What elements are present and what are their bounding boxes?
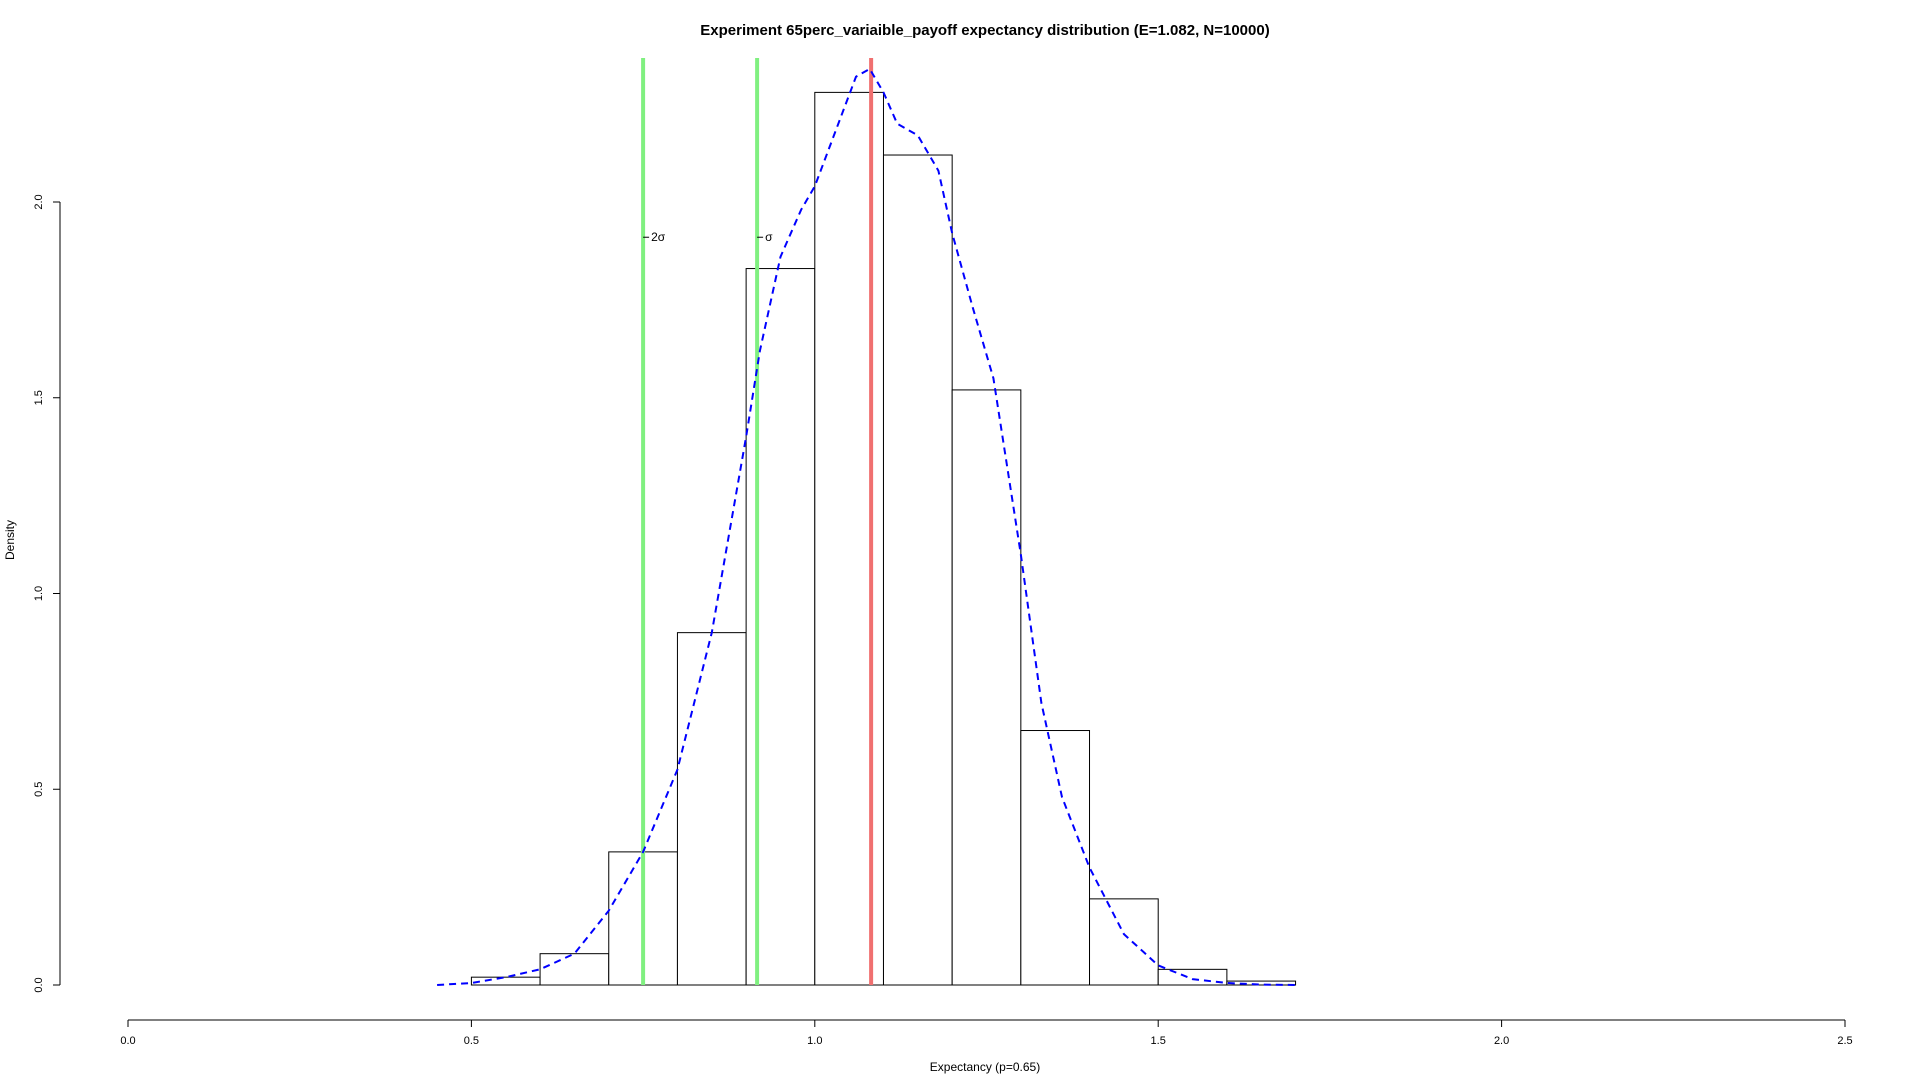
- x-axis: 0.0 0.5 1.0 1.5 2.0 2.5: [120, 1019, 1853, 1047]
- histogram-bar: [814, 91, 884, 986]
- y-tick-label: 1.0: [33, 586, 45, 601]
- histogram-bar: [470, 976, 541, 986]
- sigma-label: σ: [765, 230, 773, 244]
- histogram-bar: [539, 953, 610, 986]
- histogram-bar: [1020, 730, 1091, 986]
- y-tick-label: 0.5: [33, 782, 45, 797]
- x-axis-label: Expectancy (p=0.65): [930, 1060, 1040, 1074]
- x-tick-label: 2.5: [1837, 1035, 1852, 1047]
- y-tick-label: 1.5: [33, 390, 45, 405]
- density-curve: [437, 67, 1296, 986]
- chart-title: Experiment 65perc_variaible_payoff expec…: [700, 22, 1269, 39]
- histogram-bar: [951, 389, 1022, 986]
- x-tick-label: 1.5: [1151, 1035, 1166, 1047]
- y-axis-label: Density: [3, 520, 17, 560]
- sigma-label: 2σ: [651, 230, 666, 244]
- density-curve-group: [437, 67, 1296, 986]
- x-tick-label: 0.5: [464, 1035, 479, 1047]
- histogram-bars: [470, 91, 1297, 986]
- y-tick-label: 2.0: [33, 194, 45, 209]
- reference-lines: 2σ σ: [641, 58, 874, 985]
- x-tick-label: 2.0: [1494, 1035, 1509, 1047]
- y-axis: 0.0 0.5 1.0 1.5 2.0: [33, 194, 61, 993]
- histogram-bar: [1089, 898, 1159, 986]
- x-tick-label: 1.0: [807, 1035, 822, 1047]
- histogram-bar: [882, 154, 953, 986]
- histogram-bar: [1226, 980, 1297, 986]
- x-tick-label: 0.0: [120, 1035, 135, 1047]
- y-tick-label: 0.0: [33, 977, 45, 992]
- histogram-bar: [676, 632, 747, 986]
